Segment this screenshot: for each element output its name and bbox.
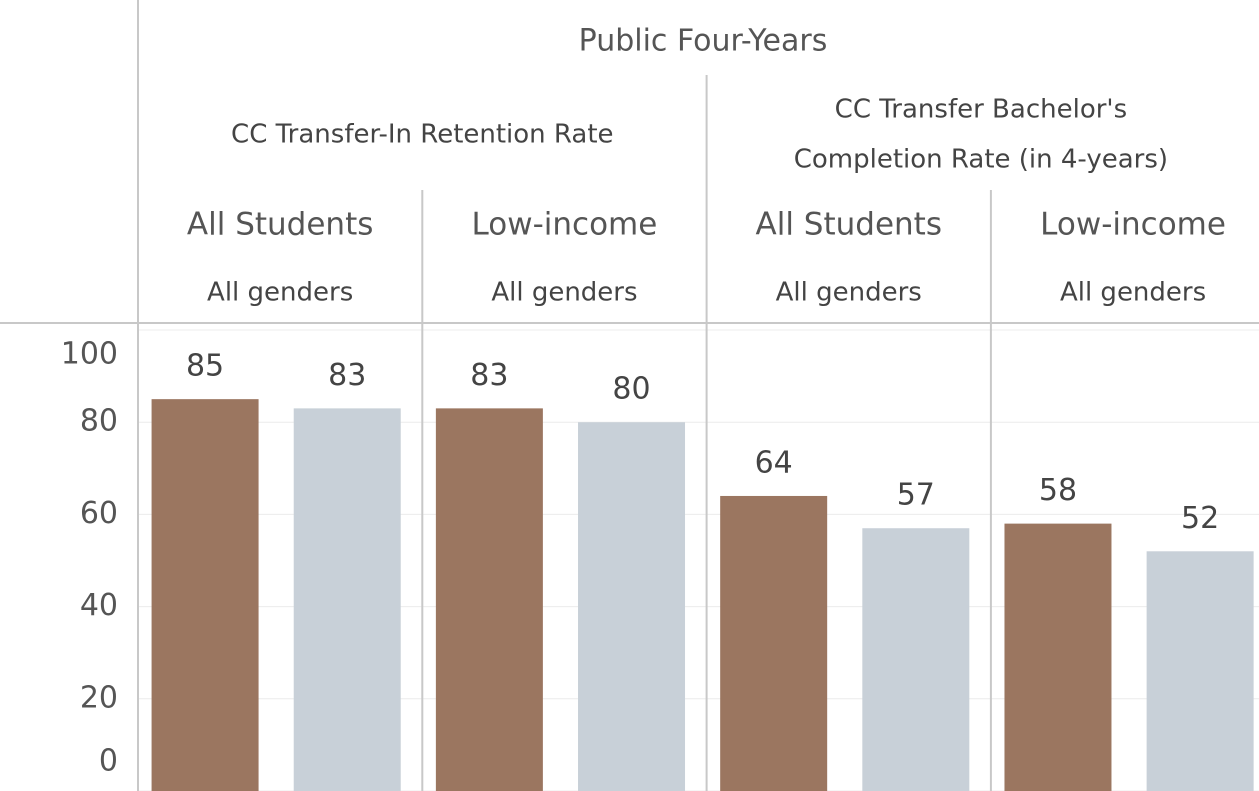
column-header: Public Four-Years: [579, 24, 828, 59]
value-label: 57: [897, 478, 935, 513]
value-label: 85: [186, 349, 224, 384]
value-label: 64: [755, 445, 793, 480]
y-tick-label: 0: [99, 744, 118, 779]
y-tick-label: 40: [80, 588, 118, 623]
value-label: 80: [612, 372, 650, 407]
y-tick-label: 100: [61, 337, 118, 372]
category-label: Low-income: [1040, 207, 1226, 243]
subcategory-label: All genders: [1060, 278, 1206, 308]
bar: [293, 408, 401, 791]
metric-header: CC Transfer-In Retention Rate: [231, 120, 614, 150]
category-label: All Students: [187, 207, 373, 243]
metric-header: Completion Rate (in 4-years): [794, 145, 1168, 175]
value-label: 58: [1039, 473, 1077, 508]
bar: [862, 528, 970, 791]
subcategory-label: All genders: [207, 278, 353, 308]
category-label: Low-income: [472, 207, 658, 243]
y-tick-label: 60: [80, 496, 118, 531]
value-label: 83: [328, 358, 366, 393]
category-label: All Students: [756, 207, 942, 243]
bar: [1146, 551, 1254, 791]
bar: [151, 399, 259, 791]
bar: [720, 495, 828, 791]
value-label: 83: [470, 358, 508, 393]
bar: [578, 422, 686, 791]
subcategory-label: All genders: [776, 278, 922, 308]
value-label: 52: [1181, 501, 1219, 536]
bar: [1004, 523, 1112, 791]
y-tick-label: 20: [80, 680, 118, 715]
y-tick-label: 80: [80, 404, 118, 439]
subcategory-label: All genders: [491, 278, 637, 308]
metric-header: CC Transfer Bachelor's: [835, 95, 1127, 125]
bar: [435, 408, 543, 791]
